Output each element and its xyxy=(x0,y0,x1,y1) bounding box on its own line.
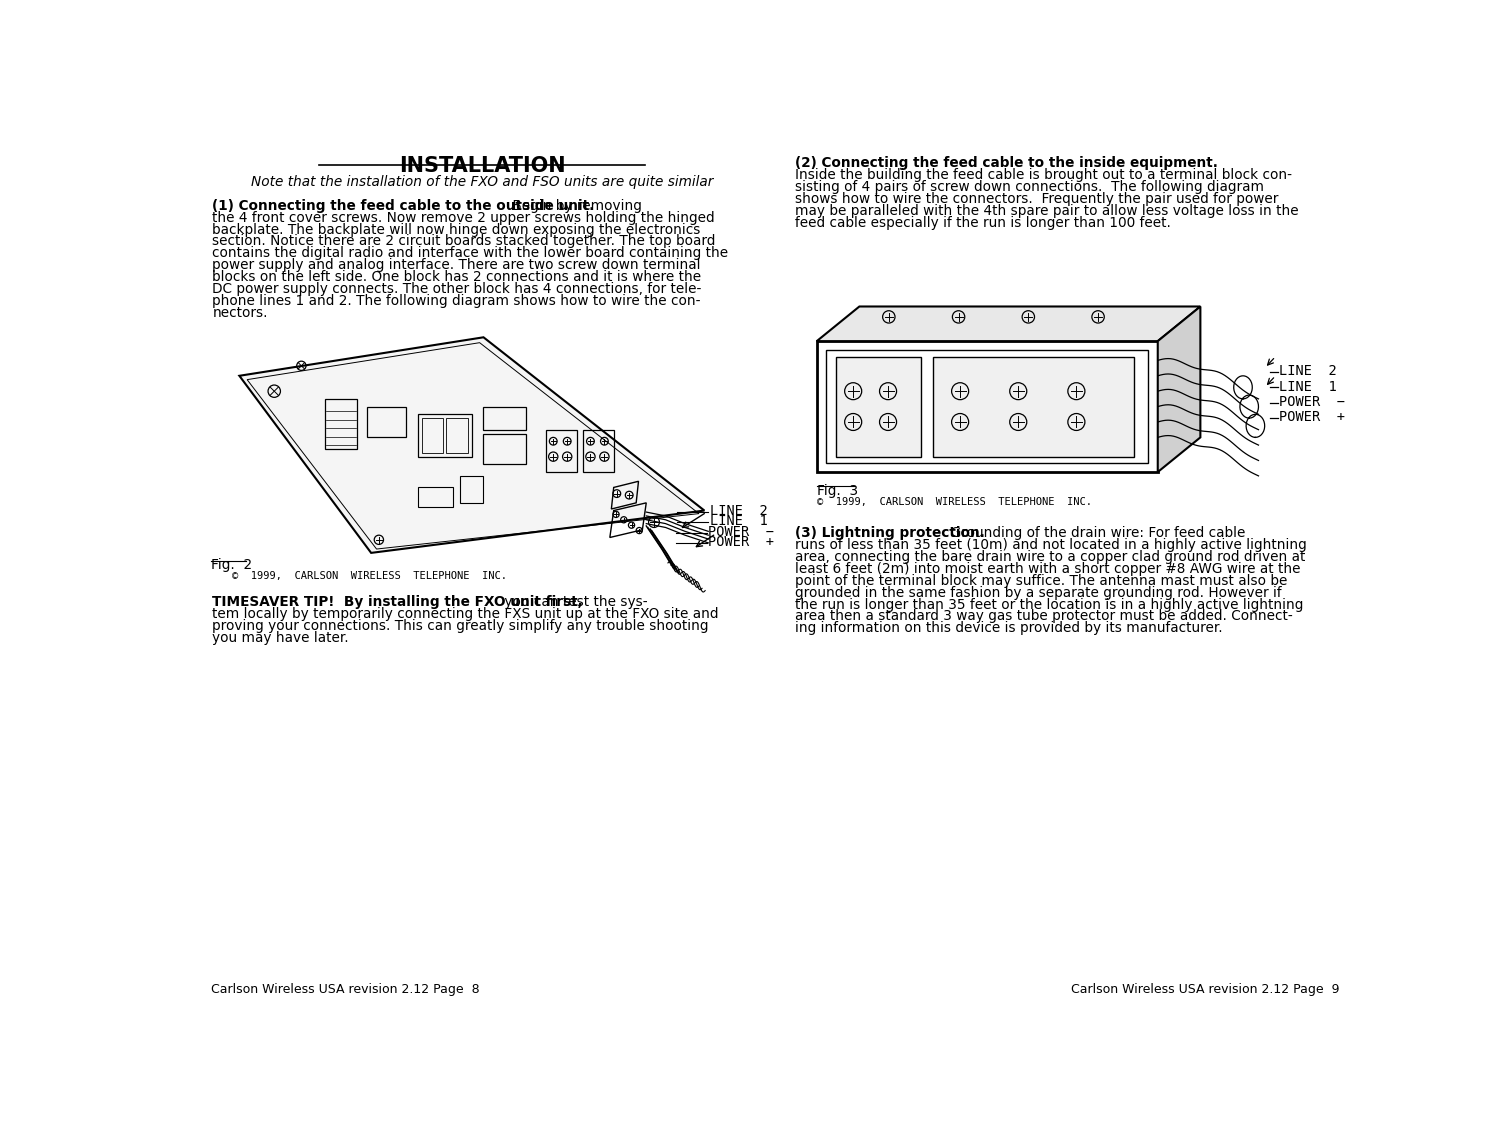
Text: ©  1999,  CARLSON  WIRELESS  TELEPHONE  INC.: © 1999, CARLSON WIRELESS TELEPHONE INC. xyxy=(231,570,507,580)
Text: Begin by removing: Begin by removing xyxy=(508,199,643,212)
Text: you can test the sys-: you can test the sys- xyxy=(499,595,647,609)
Text: ©  1999,  CARLSON  WIRELESS  TELEPHONE  INC.: © 1999, CARLSON WIRELESS TELEPHONE INC. xyxy=(816,498,1092,508)
Text: Grounding of the drain wire: For feed cable: Grounding of the drain wire: For feed ca… xyxy=(942,526,1246,540)
Text: phone lines 1 and 2. The following diagram shows how to wire the con-: phone lines 1 and 2. The following diagr… xyxy=(212,294,700,308)
Text: (1) Connecting the feed cable to the outside unit.: (1) Connecting the feed cable to the out… xyxy=(212,199,594,212)
Text: POWER  +: POWER + xyxy=(708,535,774,549)
Bar xyxy=(367,407,407,437)
Bar xyxy=(446,418,469,453)
Text: the 4 front cover screws. Now remove 2 upper screws holding the hinged: the 4 front cover screws. Now remove 2 u… xyxy=(212,210,715,225)
Text: Carlson Wireless USA revision 2.12 Page  9: Carlson Wireless USA revision 2.12 Page … xyxy=(1070,983,1340,995)
Bar xyxy=(836,357,921,457)
Text: Note that the installation of the FXO and FSO units are quite similar: Note that the installation of the FXO an… xyxy=(251,175,714,189)
Text: LINE  2: LINE 2 xyxy=(1279,365,1337,378)
Text: proving your connections. This can greatly simplify any trouble shooting: proving your connections. This can great… xyxy=(212,619,709,633)
Text: contains the digital radio and interface with the lower board containing the: contains the digital radio and interface… xyxy=(212,247,729,260)
Text: ing information on this device is provided by its manufacturer.: ing information on this device is provid… xyxy=(795,621,1223,635)
Text: POWER  −: POWER − xyxy=(708,525,774,540)
Bar xyxy=(422,418,443,453)
Text: tem locally by temporarily connecting the FXS unit up at the FXO site and: tem locally by temporarily connecting th… xyxy=(212,607,718,621)
Bar xyxy=(816,341,1158,473)
Text: runs of less than 35 feet (10m) and not located in a highly active lightning: runs of less than 35 feet (10m) and not … xyxy=(795,537,1306,552)
Bar xyxy=(546,429,576,473)
Bar xyxy=(484,407,526,429)
Polygon shape xyxy=(816,307,1201,341)
Text: blocks on the left side. One block has 2 connections and it is where the: blocks on the left side. One block has 2… xyxy=(212,270,702,284)
Text: LINE  1: LINE 1 xyxy=(709,515,768,528)
Text: LINE  1: LINE 1 xyxy=(1279,379,1337,393)
Text: you may have later.: you may have later. xyxy=(212,630,349,645)
Text: point of the terminal block may suffice. The antenna mast must also be: point of the terminal block may suffice.… xyxy=(795,574,1287,587)
Text: LINE  2: LINE 2 xyxy=(709,504,768,518)
Text: DC power supply connects. The other block has 4 connections, for tele-: DC power supply connects. The other bloc… xyxy=(212,282,702,296)
Bar xyxy=(826,350,1149,462)
Bar xyxy=(417,487,452,507)
Text: POWER  +: POWER + xyxy=(1279,410,1346,425)
Text: area, connecting the bare drain wire to a copper clad ground rod driven at: area, connecting the bare drain wire to … xyxy=(795,550,1305,563)
Text: Fig.  2: Fig. 2 xyxy=(210,558,253,573)
Text: nectors.: nectors. xyxy=(212,306,268,320)
Bar xyxy=(325,399,357,449)
Text: least 6 feet (2m) into moist earth with a short copper #8 AWG wire at the: least 6 feet (2m) into moist earth with … xyxy=(795,561,1300,576)
Text: Fig.  3: Fig. 3 xyxy=(816,484,857,498)
Text: Inside the building the feed cable is brought out to a terminal block con-: Inside the building the feed cable is br… xyxy=(795,168,1293,182)
Text: Carlson Wireless USA revision 2.12 Page  8: Carlson Wireless USA revision 2.12 Page … xyxy=(210,983,479,995)
Bar xyxy=(417,415,472,457)
Text: backplate. The backplate will now hinge down exposing the electronics: backplate. The backplate will now hinge … xyxy=(212,223,700,236)
Bar xyxy=(582,429,614,473)
Text: POWER  −: POWER − xyxy=(1279,395,1346,409)
Text: power supply and analog interface. There are two screw down terminal: power supply and analog interface. There… xyxy=(212,258,700,273)
Text: (3) Lightning protection.: (3) Lightning protection. xyxy=(795,526,984,540)
Text: INSTALLATION: INSTALLATION xyxy=(399,157,565,176)
Text: may be paralleled with the 4th spare pair to allow less voltage loss in the: may be paralleled with the 4th spare pai… xyxy=(795,203,1299,218)
Polygon shape xyxy=(1158,307,1201,473)
Bar xyxy=(484,434,526,465)
Text: (2) Connecting the feed cable to the inside equipment.: (2) Connecting the feed cable to the ins… xyxy=(795,157,1219,170)
Text: grounded in the same fashion by a separate grounding rod. However if: grounded in the same fashion by a separa… xyxy=(795,586,1282,600)
Bar xyxy=(933,357,1134,457)
Text: sisting of 4 pairs of screw down connections.  The following diagram: sisting of 4 pairs of screw down connect… xyxy=(795,179,1264,194)
Text: shows how to wire the connectors.  Frequently the pair used for power: shows how to wire the connectors. Freque… xyxy=(795,192,1279,206)
Text: the run is longer than 35 feet or the location is in a highly active lightning: the run is longer than 35 feet or the lo… xyxy=(795,598,1303,611)
Text: section. Notice there are 2 circuit boards stacked together. The top board: section. Notice there are 2 circuit boar… xyxy=(212,234,715,249)
Bar xyxy=(460,476,484,503)
Text: area then a standard 3 way gas tube protector must be added. Connect-: area then a standard 3 way gas tube prot… xyxy=(795,610,1293,624)
Text: feed cable especially if the run is longer than 100 feet.: feed cable especially if the run is long… xyxy=(795,216,1170,229)
Polygon shape xyxy=(239,337,705,553)
Text: TIMESAVER TIP!  By installing the FXO unit first,: TIMESAVER TIP! By installing the FXO uni… xyxy=(212,595,584,609)
